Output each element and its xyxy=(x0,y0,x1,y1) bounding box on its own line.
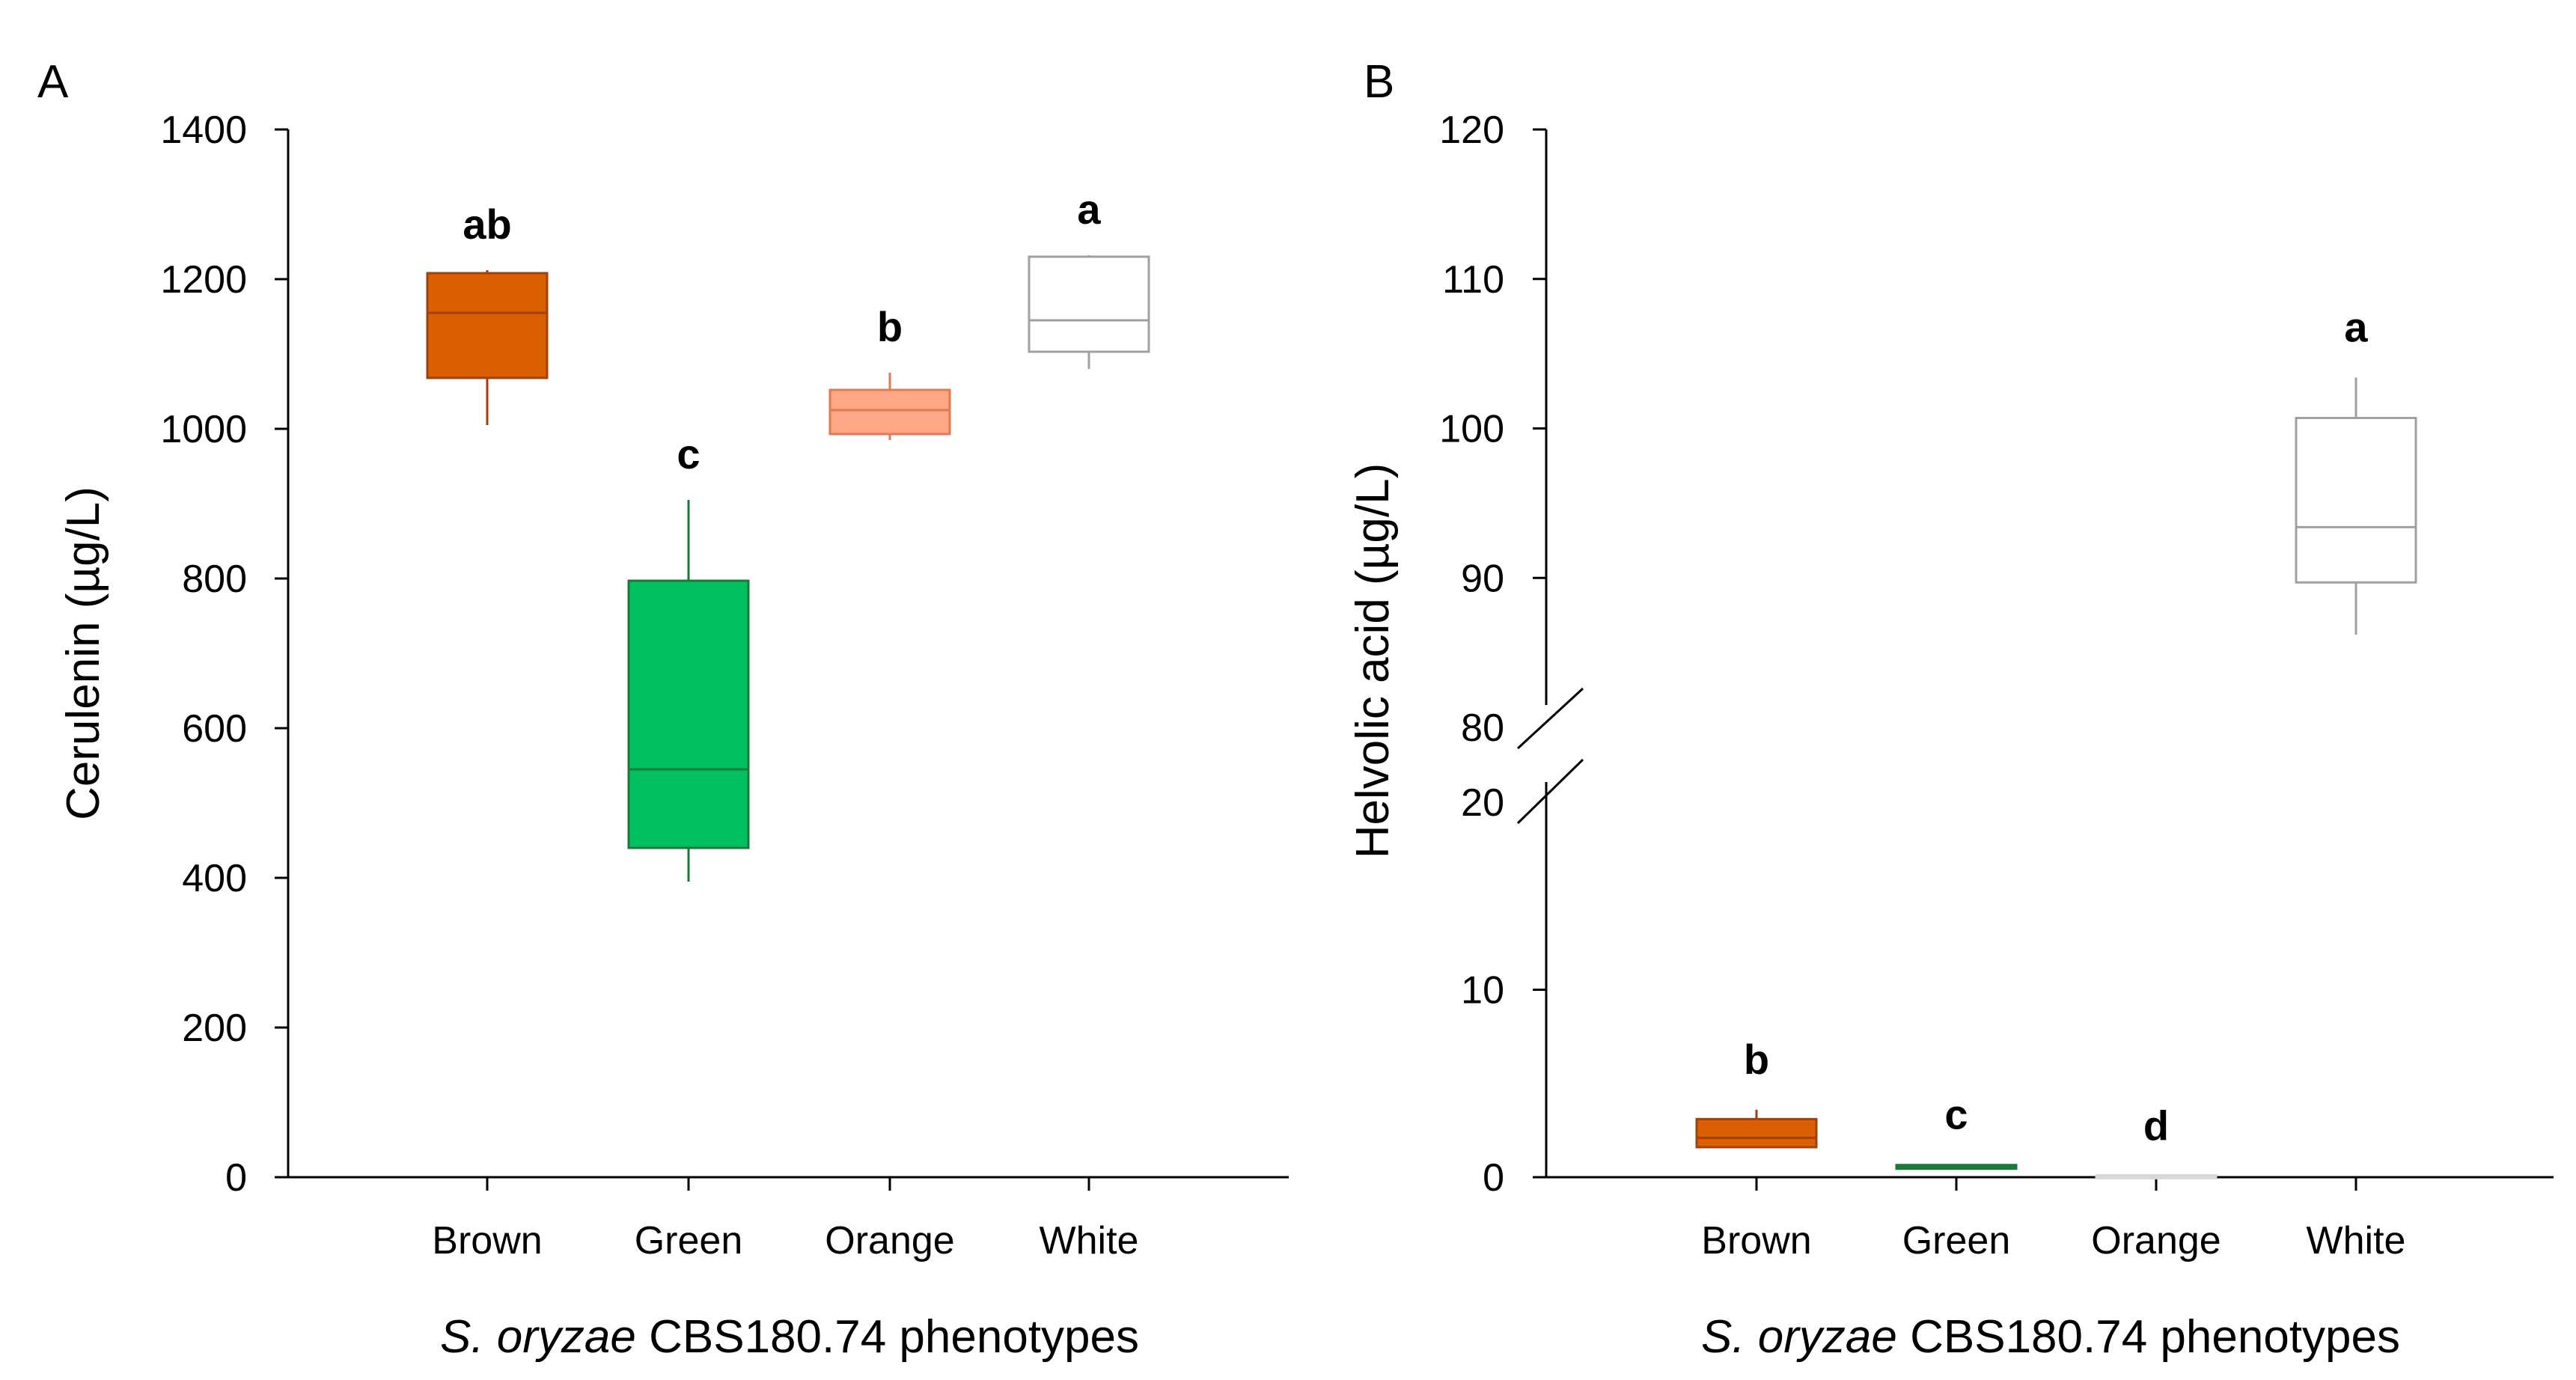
panel-a-y-tick-label: 1200 xyxy=(160,258,247,302)
panel-a-significance-letter: b xyxy=(877,303,903,350)
panel-b-letter: B xyxy=(1364,56,1394,108)
panel-a-letter: A xyxy=(37,56,69,108)
panel-b-y-tick-label: 0 xyxy=(1483,1156,1504,1200)
panel-a-orange-box xyxy=(828,388,951,436)
panel-b-significance-letter: b xyxy=(1744,1036,1769,1083)
panel-a-significance-letter: ab xyxy=(463,201,511,248)
panel-b-significance-letter: c xyxy=(1944,1091,1968,1138)
panel-a-boxplot-orange xyxy=(828,373,951,440)
panel-b-y-tick-label: 120 xyxy=(1439,109,1504,152)
panel-a-y-tick-label: 1000 xyxy=(160,408,247,451)
panel-a-x-axis-title-rest: CBS180.74 phenotypes xyxy=(636,1311,1139,1363)
panel-b-boxplot-orange xyxy=(2095,1173,2218,1179)
panel-a-y-tick-label: 400 xyxy=(182,857,247,900)
panel-a-brown-box xyxy=(426,272,549,379)
panel-b-x-axis-title-species: S. oryzae xyxy=(1701,1311,1897,1363)
panel-b-brown-box xyxy=(1695,1117,1818,1149)
panel-b-y-tick-label: 20 xyxy=(1461,781,1504,825)
panel-a-x-tick-label: Brown xyxy=(432,1219,542,1263)
panel-a-white-box xyxy=(1028,255,1150,353)
panel-a-y-tick-label: 800 xyxy=(182,558,247,601)
panel-b-y-tick-label: 90 xyxy=(1461,557,1504,600)
panel-b-white-box xyxy=(2295,417,2417,584)
panel-b-x-axis-title-rest: CBS180.74 phenotypes xyxy=(1897,1311,2400,1363)
panel-a-x-axis-title: S. oryzae CBS180.74 phenotypes xyxy=(440,1311,1139,1363)
panel-b-axis-break-mark-lower xyxy=(1516,758,1584,825)
panel-a-boxplot-brown xyxy=(426,270,549,425)
panel-a-y-tick-label: 1400 xyxy=(160,109,247,152)
panel-b-significance-letter: d xyxy=(2143,1102,2169,1150)
panel-a-boxplot-green xyxy=(627,500,750,882)
panel-a-x-tick-label: Green xyxy=(635,1219,743,1263)
panel-b-y-axis-label: Helvolic acid (µg/L) xyxy=(1347,463,1399,858)
panel-a-significance-letter: a xyxy=(1077,186,1101,233)
panel-b-y-tick-label: 110 xyxy=(1442,258,1504,302)
panel-a-significance-letter: c xyxy=(677,430,700,477)
panel-a-x-tick-label: Orange xyxy=(825,1219,954,1263)
panel-a-y-axis-label: Cerulenin (µg/L) xyxy=(58,486,109,820)
panel-b-y-tick-label: 100 xyxy=(1439,408,1504,451)
panel-b-boxplot-green xyxy=(1895,1164,2018,1170)
panel-a-y-tick-label: 200 xyxy=(182,1007,247,1050)
panel-b-axis-break-mark-upper xyxy=(1516,687,1584,750)
panel-a: A 0 200 400 600 800 1000 1200 1400 Brown Green Or… xyxy=(37,56,1289,1363)
panel-b-boxplot-brown xyxy=(1695,1109,1818,1149)
panel-a-x-axis-title-species: S. oryzae xyxy=(440,1311,636,1363)
panel-a-x-tick-label: White xyxy=(1040,1219,1139,1263)
panel-b-significance-letter: a xyxy=(2344,304,2368,351)
panel-b-x-tick-label: Orange xyxy=(2091,1219,2221,1263)
panel-b-x-tick-label: White xyxy=(2307,1219,2406,1263)
panel-a-y-tick-label: 0 xyxy=(225,1156,247,1200)
panel-a-boxplot-white xyxy=(1028,255,1150,369)
panel-b-y-tick-label: 10 xyxy=(1461,969,1504,1013)
panel-a-y-tick-label: 600 xyxy=(182,707,247,751)
panel-b-x-tick-label: Brown xyxy=(1701,1219,1811,1263)
panel-b-boxplot-white xyxy=(2295,377,2417,635)
panel-b: B 0 10 20 80 90 100 110 120 Brown Green Orange Whi… xyxy=(1347,56,2554,1363)
panel-b-x-tick-label: Green xyxy=(1902,1219,2011,1263)
panel-a-green-box xyxy=(627,579,750,849)
panel-b-x-axis-title: S. oryzae CBS180.74 phenotypes xyxy=(1701,1311,2400,1363)
panel-b-y-tick-label: 80 xyxy=(1461,706,1504,750)
